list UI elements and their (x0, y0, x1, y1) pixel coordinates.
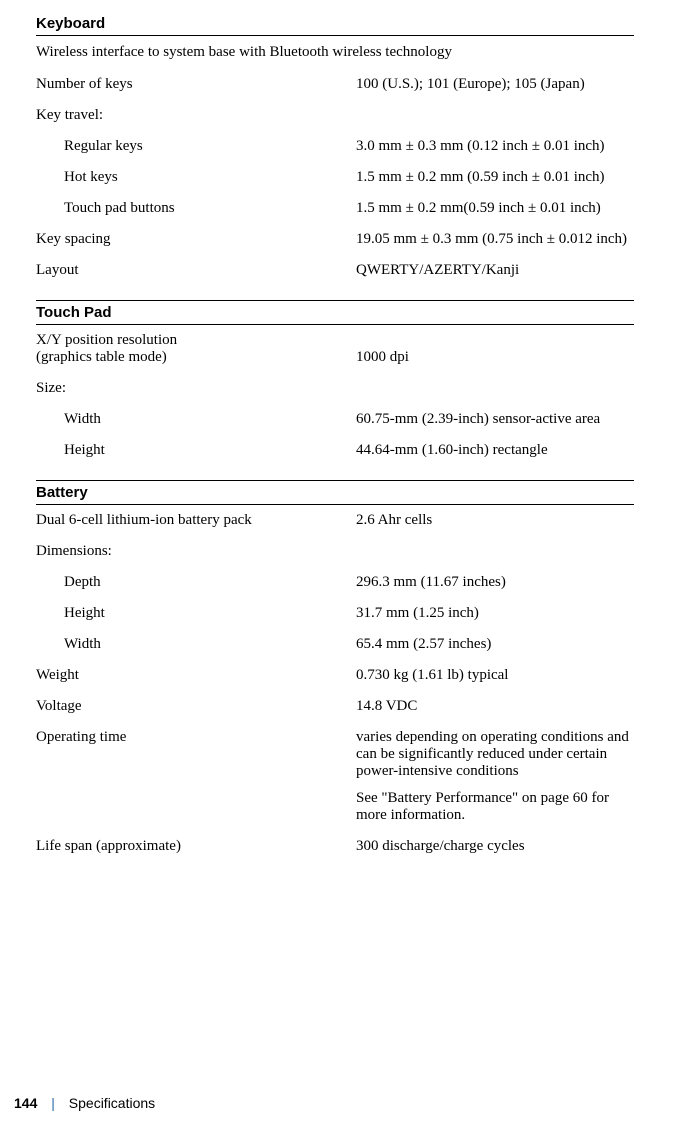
spec-row: Weight 0.730 kg (1.61 lb) typical (36, 660, 634, 691)
spec-row: Life span (approximate) 300 discharge/ch… (36, 831, 634, 862)
page-footer: 144 | Specifications (14, 1095, 155, 1111)
spec-value: 300 discharge/charge cycles (356, 838, 634, 855)
spec-row: Key spacing 19.05 mm ± 0.3 mm (0.75 inch… (36, 224, 634, 255)
spec-label: Dimensions: (36, 543, 356, 560)
optime-line1: varies depending on operating conditions… (356, 729, 634, 780)
spec-label: Weight (36, 667, 356, 684)
spec-row: Regular keys 3.0 mm ± 0.3 mm (0.12 inch … (36, 131, 634, 162)
spec-value (356, 332, 634, 349)
spec-label: X/Y position resolution (36, 332, 356, 349)
spec-label: Voltage (36, 698, 356, 715)
section-body-keyboard: Wireless interface to system base with B… (36, 36, 634, 300)
spec-label: Key spacing (36, 231, 356, 248)
section-heading-keyboard: Keyboard (36, 12, 634, 36)
spec-label: Height (36, 442, 356, 459)
spec-value (356, 543, 634, 560)
spec-row: Operating time varies depending on opera… (36, 722, 634, 831)
spec-row: Depth 296.3 mm (11.67 inches) (36, 567, 634, 598)
spec-label: (graphics table mode) (36, 349, 356, 366)
spec-value: QWERTY/AZERTY/Kanji (356, 262, 634, 279)
spec-value: 1000 dpi (356, 349, 634, 366)
spec-value: 31.7 mm (1.25 inch) (356, 605, 634, 622)
spec-label: Regular keys (36, 138, 356, 155)
spec-label: Number of keys (36, 76, 356, 93)
spec-row: Width 65.4 mm (2.57 inches) (36, 629, 634, 660)
spec-label: Width (36, 411, 356, 428)
spec-label: Operating time (36, 729, 356, 824)
spec-value: 2.6 Ahr cells (356, 512, 634, 529)
spec-row: X/Y position resolution (36, 325, 634, 349)
spec-row: Height 31.7 mm (1.25 inch) (36, 598, 634, 629)
section-body-battery: Dual 6-cell lithium-ion battery pack 2.6… (36, 505, 634, 876)
spec-value: 0.730 kg (1.61 lb) typical (356, 667, 634, 684)
footer-title: Specifications (69, 1095, 155, 1111)
spec-row: Height 44.64-mm (1.60-inch) rectangle (36, 435, 634, 466)
spec-row: Size: (36, 373, 634, 404)
spec-value (356, 380, 634, 397)
spec-value (356, 107, 634, 124)
section-heading-touchpad: Touch Pad (36, 300, 634, 325)
spec-value: 65.4 mm (2.57 inches) (356, 636, 634, 653)
spec-value: 14.8 VDC (356, 698, 634, 715)
footer-separator: | (41, 1095, 65, 1111)
spec-label: Depth (36, 574, 356, 591)
keyboard-interface: Wireless interface to system base with B… (36, 36, 634, 69)
spec-label: Size: (36, 380, 356, 397)
section-body-touchpad: X/Y position resolution (graphics table … (36, 325, 634, 480)
spec-value: 100 (U.S.); 101 (Europe); 105 (Japan) (356, 76, 634, 93)
spec-row: Touch pad buttons 1.5 mm ± 0.2 mm(0.59 i… (36, 193, 634, 224)
section-heading-battery: Battery (36, 480, 634, 505)
spec-row: Hot keys 1.5 mm ± 0.2 mm (0.59 inch ± 0.… (36, 162, 634, 193)
spec-label: Width (36, 636, 356, 653)
spec-row: Key travel: (36, 100, 634, 131)
spec-value: varies depending on operating conditions… (356, 729, 634, 824)
spec-label: Layout (36, 262, 356, 279)
spec-row: Voltage 14.8 VDC (36, 691, 634, 722)
page-number: 144 (14, 1095, 37, 1111)
spec-value: 296.3 mm (11.67 inches) (356, 574, 634, 591)
spec-value: 1.5 mm ± 0.2 mm(0.59 inch ± 0.01 inch) (356, 200, 634, 217)
spec-label: Hot keys (36, 169, 356, 186)
spec-row: Dimensions: (36, 536, 634, 567)
spec-label: Life span (approximate) (36, 838, 356, 855)
spec-value: 60.75-mm (2.39-inch) sensor-active area (356, 411, 634, 428)
spec-value: 1.5 mm ± 0.2 mm (0.59 inch ± 0.01 inch) (356, 169, 634, 186)
spec-label: Key travel: (36, 107, 356, 124)
spec-value: 3.0 mm ± 0.3 mm (0.12 inch ± 0.01 inch) (356, 138, 634, 155)
spec-value: 44.64-mm (1.60-inch) rectangle (356, 442, 634, 459)
spec-row: Dual 6-cell lithium-ion battery pack 2.6… (36, 505, 634, 536)
spec-row: Layout QWERTY/AZERTY/Kanji (36, 255, 634, 286)
optime-line2: See "Battery Performance" on page 60 for… (356, 790, 634, 824)
spec-row: (graphics table mode) 1000 dpi (36, 349, 634, 373)
spec-row: Width 60.75-mm (2.39-inch) sensor-active… (36, 404, 634, 435)
spec-label: Touch pad buttons (36, 200, 356, 217)
spec-label: Height (36, 605, 356, 622)
spec-label: Dual 6-cell lithium-ion battery pack (36, 512, 356, 529)
spec-value: 19.05 mm ± 0.3 mm (0.75 inch ± 0.012 inc… (356, 231, 634, 248)
spec-row: Number of keys 100 (U.S.); 101 (Europe);… (36, 69, 634, 100)
